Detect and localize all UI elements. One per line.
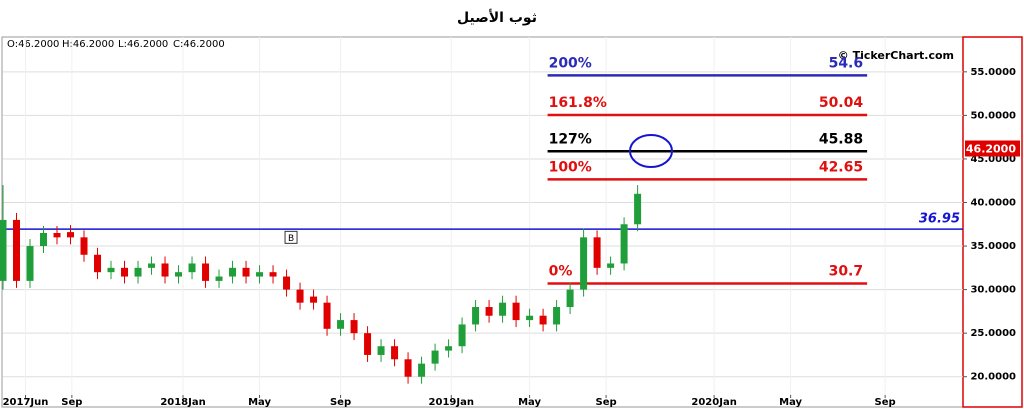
candle-body: [53, 232, 61, 238]
x-tick-label: 2020Jan: [691, 397, 736, 408]
candle-body: [364, 333, 372, 355]
price-axis: [962, 36, 1023, 408]
y-tick-label: 50.0000: [970, 110, 1016, 121]
ohlc-high: H:46.2000: [62, 39, 114, 50]
candle-body: [404, 359, 412, 377]
chart-title: ثوب الأصيل: [457, 9, 537, 26]
candle-body: [566, 289, 574, 308]
fib-level-value: 54.6: [829, 55, 864, 71]
plot-layer: 20.0000 25.0000 30.0000 35.0000 40.0000 45.00…: [0, 37, 1016, 408]
fib-level-percent: 161.8%: [549, 95, 607, 111]
x-tick-label: 2017Jun: [3, 397, 49, 408]
last-price-label: 46.2000: [966, 142, 1016, 155]
candle-body: [607, 263, 615, 268]
candle-body: [485, 307, 493, 316]
x-tick-label: May: [248, 397, 271, 408]
candle-body: [580, 237, 588, 290]
candle-body: [148, 263, 156, 268]
ohlc-open: O:46.2000: [7, 39, 59, 50]
y-tick-label: 25.0000: [970, 328, 1016, 339]
candle-body: [458, 324, 466, 347]
fib-level-percent: 127%: [549, 131, 592, 147]
y-tick-label: 45.0000: [970, 154, 1016, 165]
x-tick-label: May: [518, 397, 541, 408]
candle-body: [121, 267, 129, 277]
marker-box: [284, 230, 298, 244]
candle-body: [377, 346, 385, 355]
candle-body: [188, 263, 196, 273]
candle-body: [242, 267, 250, 277]
candle-body: [256, 272, 264, 277]
candle-body: [499, 302, 507, 316]
ohlc-low: L:46.2000: [118, 39, 168, 50]
y-tick-label: 30.0000: [970, 285, 1016, 296]
candle-body: [215, 276, 223, 281]
candle-body: [175, 272, 183, 277]
x-tick-label: May: [779, 397, 802, 408]
fib-level-value: 45.88: [819, 131, 863, 147]
fib-level-percent: 0%: [549, 264, 573, 280]
fib-level-percent: 200%: [549, 55, 592, 71]
candle-body: [134, 267, 142, 277]
candle-body: [0, 219, 7, 281]
candle-body: [202, 263, 210, 281]
candle-body: [94, 254, 102, 273]
plot-area: [1, 36, 964, 408]
candle-body: [553, 307, 561, 325]
marker-label: B: [288, 234, 294, 244]
y-tick-label: 40.0000: [970, 197, 1016, 208]
fib-level-value: 50.04: [819, 95, 864, 111]
candle-body: [431, 350, 439, 364]
candle-body: [323, 302, 331, 329]
x-tick-label: Sep: [875, 397, 896, 408]
candle-body: [269, 272, 277, 277]
candle-body: [283, 276, 291, 290]
y-tick-label: 55.0000: [970, 67, 1016, 78]
x-tick-label: Sep: [596, 397, 617, 408]
x-tick-label: Sep: [61, 397, 82, 408]
candle-body: [67, 232, 75, 238]
candle-body: [296, 289, 304, 303]
x-tick-label: 2019Jan: [429, 397, 474, 408]
candle-body: [512, 302, 520, 321]
candle-body: [539, 315, 547, 325]
y-tick-label: 35.0000: [970, 241, 1016, 252]
candle-body: [80, 237, 88, 255]
watermark: © TickerChart.com: [838, 49, 954, 62]
candle-body: [13, 219, 21, 281]
candle-body: [526, 315, 534, 321]
candle-body: [418, 363, 426, 377]
candle-body: [337, 320, 345, 329]
title-bar: [0, 0, 1024, 36]
candle-body: [620, 224, 628, 264]
horizontal-line-label: 36.95: [919, 212, 960, 227]
x-tick-label: 2018Jan: [160, 397, 205, 408]
candle-body: [634, 193, 642, 225]
candle-body: [445, 346, 453, 351]
candle-body: [229, 267, 237, 277]
fib-level-value: 30.7: [829, 264, 864, 280]
candle-body: [593, 237, 601, 268]
candle-body: [40, 232, 48, 247]
candle-body: [391, 346, 399, 360]
candle-body: [472, 307, 480, 325]
x-tick-label: Sep: [330, 397, 351, 408]
last-price-tag: [965, 140, 1020, 157]
candle-body: [161, 263, 169, 277]
candle-body: [26, 246, 34, 281]
ohlc-close: C:46.2000: [173, 39, 225, 50]
fib-level-value: 42.65: [819, 159, 863, 175]
candle-body: [350, 320, 358, 334]
highlight-circle: [629, 134, 673, 168]
candle-body: [107, 267, 115, 273]
candle-body: [310, 296, 318, 303]
y-tick-label: 20.0000: [970, 372, 1016, 383]
fib-level-percent: 100%: [549, 159, 592, 175]
